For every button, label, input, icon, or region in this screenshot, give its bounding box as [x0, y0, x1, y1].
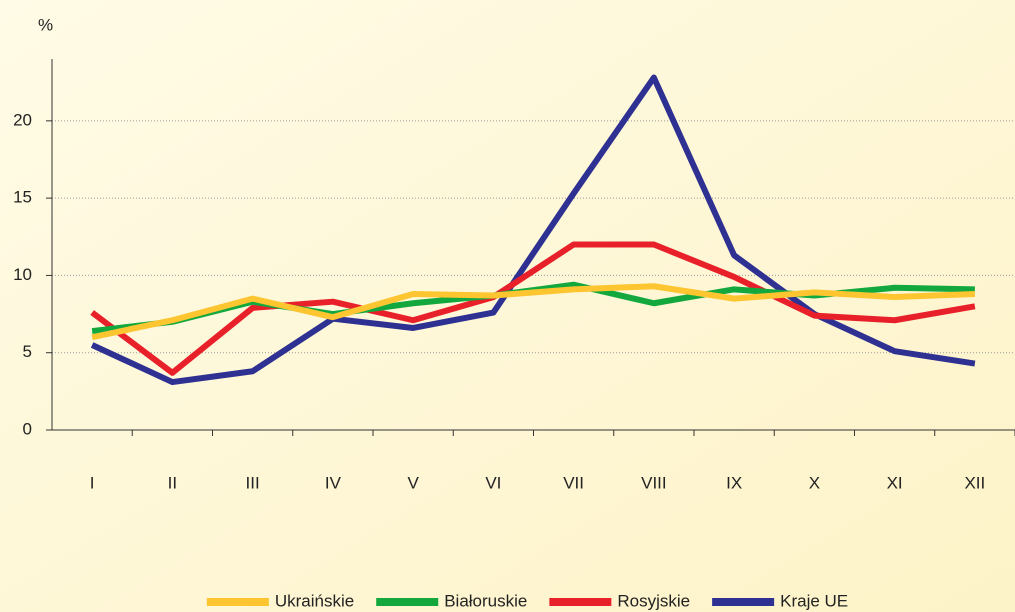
x-tick-label: IX [726, 473, 742, 492]
legend-swatch [549, 598, 612, 606]
series-line [90, 241, 976, 376]
y-tick-label: 5 [23, 342, 32, 361]
x-tick-label: II [168, 473, 177, 492]
x-tick-label: XI [887, 473, 903, 492]
y-tick-label: 20 [13, 110, 32, 129]
x-tick-label: VIII [641, 473, 667, 492]
legend-label: Białoruskie [444, 591, 527, 610]
legend-swatch [376, 598, 439, 606]
y-tick-label: 15 [13, 188, 32, 207]
x-tick-label: I [90, 473, 95, 492]
legend-swatch [712, 598, 775, 606]
series-line [91, 283, 975, 341]
legend-swatch [206, 598, 269, 606]
x-tick-label: X [809, 473, 820, 492]
legend-label: Ukraińskie [275, 591, 354, 610]
y-axis-label: % [38, 15, 53, 34]
x-tick-label: VII [563, 473, 584, 492]
x-tick-label: V [407, 473, 419, 492]
x-tick-label: IV [325, 473, 342, 492]
x-tick-label: III [246, 473, 260, 492]
legend-label: Kraje UE [780, 591, 848, 610]
series-line [90, 74, 976, 386]
x-tick-label: XII [964, 473, 985, 492]
x-tick-label: VI [485, 473, 501, 492]
y-tick-label: 0 [23, 419, 32, 438]
legend-label: Rosyjskie [617, 591, 690, 610]
y-tick-label: 10 [13, 265, 32, 284]
